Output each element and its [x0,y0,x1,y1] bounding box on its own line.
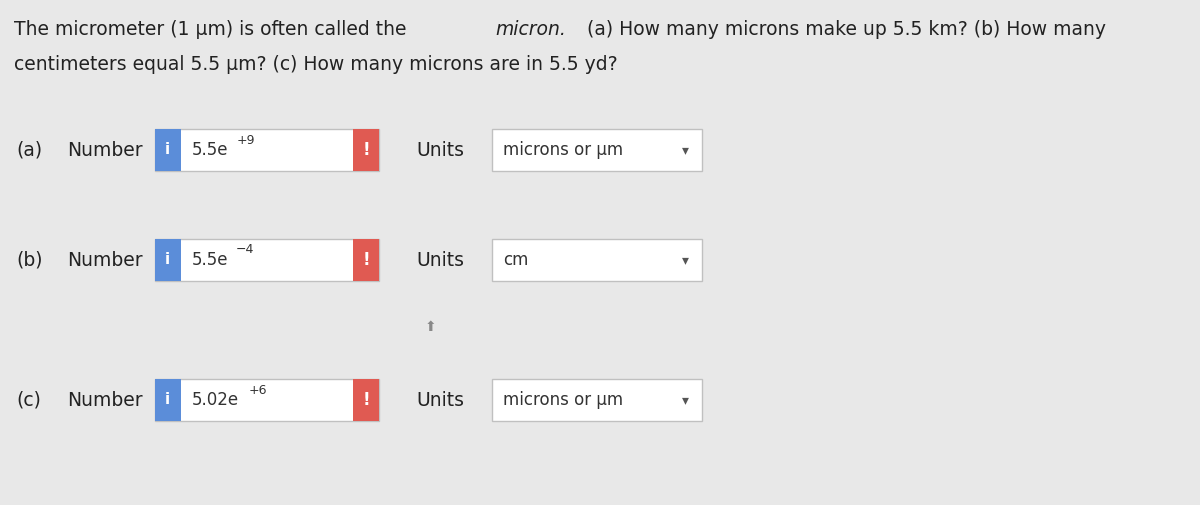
FancyBboxPatch shape [155,379,181,421]
Text: Number: Number [67,140,143,160]
Text: ▾: ▾ [682,143,689,157]
Text: ▾: ▾ [682,393,689,407]
Text: ⬆: ⬆ [425,320,437,334]
Text: 5.02e: 5.02e [192,391,239,409]
Text: 5.5e: 5.5e [192,141,228,159]
FancyBboxPatch shape [353,239,379,281]
Text: (a) How many microns make up 5.5 km? (b) How many: (a) How many microns make up 5.5 km? (b)… [581,20,1106,39]
Text: !: ! [362,391,370,409]
FancyBboxPatch shape [492,239,702,281]
Text: !: ! [362,251,370,269]
FancyBboxPatch shape [155,129,181,171]
FancyBboxPatch shape [155,239,379,281]
FancyBboxPatch shape [353,379,379,421]
Text: i: i [166,252,170,268]
Text: centimeters equal 5.5 μm? (c) How many microns are in 5.5 yd?: centimeters equal 5.5 μm? (c) How many m… [14,55,618,74]
Text: (c): (c) [17,390,42,410]
FancyBboxPatch shape [155,379,379,421]
Text: (b): (b) [17,250,43,270]
Text: micron.: micron. [496,20,566,39]
Text: cm: cm [503,251,528,269]
Text: i: i [166,392,170,408]
Text: Number: Number [67,250,143,270]
FancyBboxPatch shape [492,129,702,171]
Text: (a): (a) [17,140,43,160]
Text: +9: +9 [236,133,254,146]
FancyBboxPatch shape [353,129,379,171]
Text: microns or μm: microns or μm [503,141,623,159]
FancyBboxPatch shape [155,129,379,171]
Text: i: i [166,142,170,158]
Text: Units: Units [416,390,464,410]
Text: Units: Units [416,140,464,160]
Text: microns or μm: microns or μm [503,391,623,409]
Text: Number: Number [67,390,143,410]
FancyBboxPatch shape [155,239,181,281]
Text: Units: Units [416,250,464,270]
Text: 5.5e: 5.5e [192,251,228,269]
Text: −4: −4 [236,243,254,257]
Text: The micrometer (1 μm) is often called the: The micrometer (1 μm) is often called th… [14,20,413,39]
FancyBboxPatch shape [492,379,702,421]
Text: !: ! [362,141,370,159]
Text: +6: +6 [248,383,268,396]
Text: ▾: ▾ [682,253,689,267]
